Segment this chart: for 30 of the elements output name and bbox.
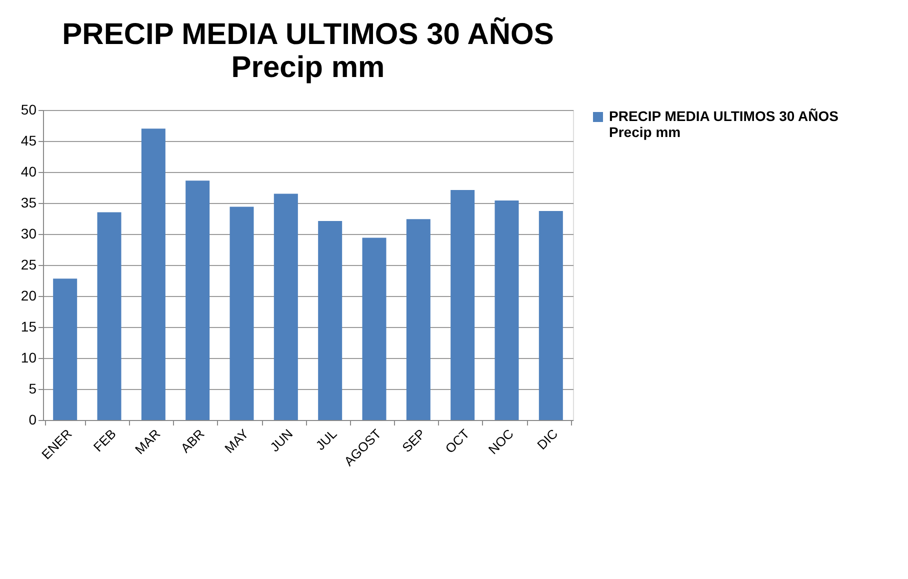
- chart-title: PRECIP MEDIA ULTIMOS 30 AÑOS: [62, 17, 554, 51]
- x-tick-label: JUL: [312, 426, 340, 454]
- bar: [141, 128, 166, 420]
- chart-subtitle: Precip mm: [231, 51, 385, 84]
- y-tick-label: 0: [28, 412, 37, 428]
- y-tick-label: 30: [20, 226, 37, 242]
- y-tick-label: 20: [20, 288, 37, 304]
- y-tick-label: 5: [28, 380, 37, 396]
- x-tick-label: SEP: [399, 426, 428, 456]
- y-tick-label: 40: [20, 164, 37, 180]
- x-tick-label: DIC: [534, 426, 561, 453]
- bar: [406, 219, 430, 420]
- y-tick-label: 45: [20, 132, 37, 148]
- y-tick-label: 50: [20, 102, 37, 118]
- bar: [230, 206, 254, 420]
- bar: [274, 194, 298, 420]
- x-tick-label: FEB: [90, 426, 119, 455]
- bar: [318, 220, 342, 420]
- bar: [362, 238, 386, 420]
- y-tick-label: 15: [20, 318, 37, 334]
- y-tick-label: 25: [20, 256, 37, 272]
- bar: [538, 211, 563, 420]
- legend-label: PRECIP MEDIA ULTIMOS 30 AÑOS Precip mm: [609, 108, 838, 140]
- bar: [494, 200, 519, 420]
- y-tick-label: 35: [20, 194, 37, 210]
- bar: [186, 180, 210, 420]
- bar: [450, 190, 475, 420]
- bar: [97, 212, 122, 420]
- y-tick-label: 10: [20, 350, 37, 366]
- bar: [53, 278, 78, 420]
